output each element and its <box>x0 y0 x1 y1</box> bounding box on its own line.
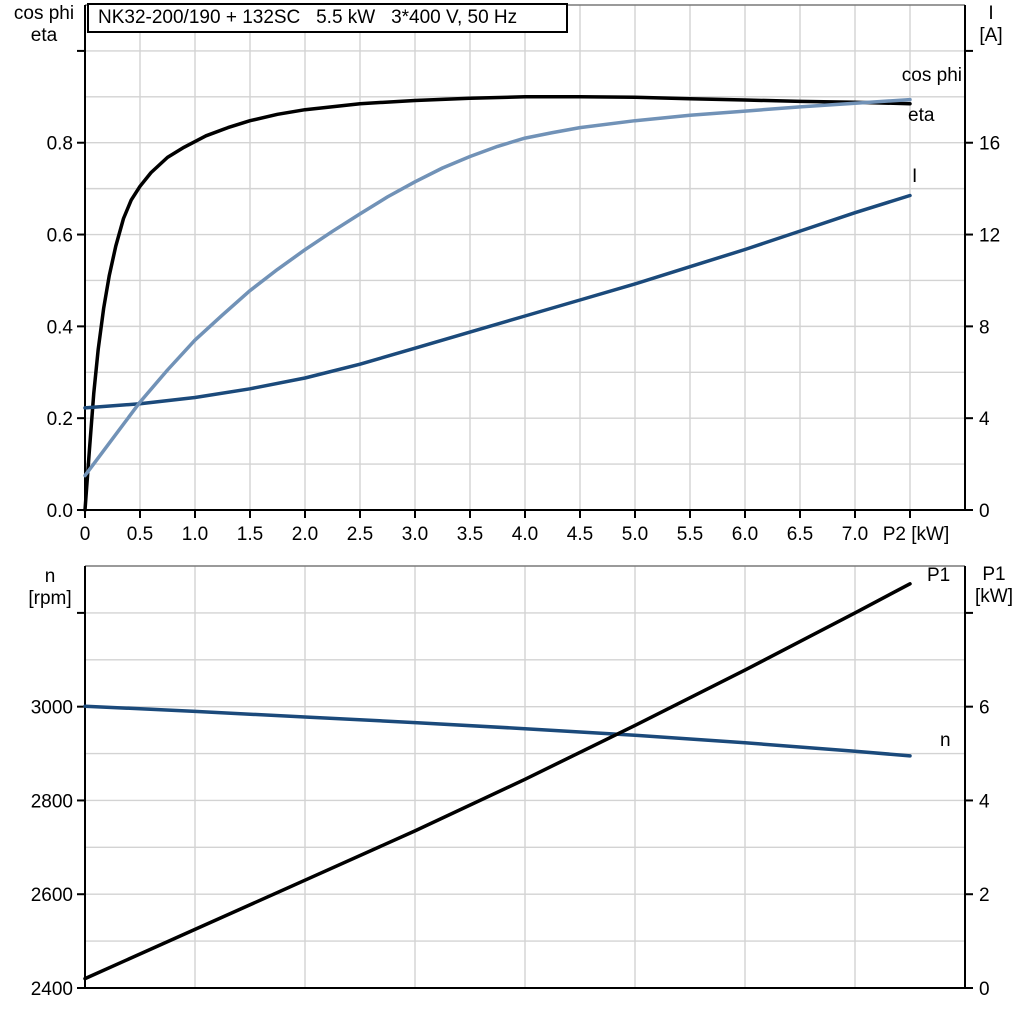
x-tick-label: 2.0 <box>292 524 318 545</box>
x-tick-label: 1.0 <box>182 524 208 545</box>
x-tick-label: 5.0 <box>622 524 648 545</box>
right-tick-label: 0 <box>979 979 990 1000</box>
right-axis-title-line2: [kW] <box>975 586 1013 607</box>
left-tick-label: 0.8 <box>47 134 73 155</box>
curve-label-n: n <box>940 730 951 751</box>
curve-label-P1: P1 <box>927 565 950 586</box>
curve-I <box>83 193 912 410</box>
right-axis-title-bottom: P1 [kW] <box>966 564 1022 608</box>
left-tick-label: 0.4 <box>47 317 74 338</box>
right-tick-label: 2 <box>979 885 990 906</box>
curve-n <box>83 704 912 758</box>
left-tick-label: 0.0 <box>47 501 73 522</box>
x-tick-label: 2.5 <box>347 524 373 545</box>
right-axis-title-line1: I <box>988 3 994 24</box>
left-tick-label: 0.2 <box>47 409 73 430</box>
x-axis-label: P2 [kW] <box>883 524 950 545</box>
left-tick-label: 2400 <box>31 979 73 1000</box>
right-axis-title-line1: P1 <box>982 564 1006 585</box>
x-tick-label: 3.0 <box>402 524 428 545</box>
left-axis-title-top: cos phi eta <box>6 3 82 47</box>
right-tick-label: 12 <box>979 226 1000 247</box>
right-tick-label: 8 <box>979 317 990 338</box>
curve-cos-phi <box>83 97 912 478</box>
left-tick-label: 0.6 <box>47 226 73 247</box>
chart-title: NK32-200/190 + 132SC 5.5 kW 3*400 V, 50 … <box>87 3 568 33</box>
left-axis-title-line1: cos phi <box>13 3 75 24</box>
x-tick-label: 4.0 <box>512 524 538 545</box>
x-tick-label: 6.0 <box>732 524 758 545</box>
x-tick-label: 1.5 <box>237 524 263 545</box>
x-tick-label: 7.0 <box>842 524 868 545</box>
left-tick-label: 3000 <box>31 698 73 719</box>
left-axis-title-line2: eta <box>30 25 58 46</box>
left-axis-title-line2: [rpm] <box>28 588 72 609</box>
curve-label-I: I <box>912 166 917 187</box>
right-tick-label: 16 <box>979 134 1000 155</box>
right-axis-title-top: I [A] <box>966 3 1016 47</box>
x-tick-label: 0 <box>80 524 91 545</box>
curve-label-cos-phi: cos phi <box>902 65 962 86</box>
right-axis-title-line2: [A] <box>979 25 1003 46</box>
x-tick-label: 0.5 <box>127 524 153 545</box>
x-tick-label: 5.5 <box>677 524 703 545</box>
right-tick-label: 4 <box>979 791 990 812</box>
right-tick-label: 6 <box>979 698 990 719</box>
curve-eta <box>83 95 912 512</box>
right-tick-label: 0 <box>979 501 990 522</box>
left-axis-title-bottom: n [rpm] <box>18 566 82 610</box>
x-tick-label: 4.5 <box>567 524 593 545</box>
x-tick-label: 6.5 <box>787 524 813 545</box>
curve-P1 <box>83 582 912 981</box>
left-axis-title-line1: n <box>44 566 56 587</box>
right-tick-label: 4 <box>979 409 990 430</box>
left-tick-label: 2600 <box>31 885 73 906</box>
x-tick-label: 3.5 <box>457 524 483 545</box>
curve-label-eta: eta <box>908 105 935 126</box>
left-tick-label: 2800 <box>31 791 73 812</box>
